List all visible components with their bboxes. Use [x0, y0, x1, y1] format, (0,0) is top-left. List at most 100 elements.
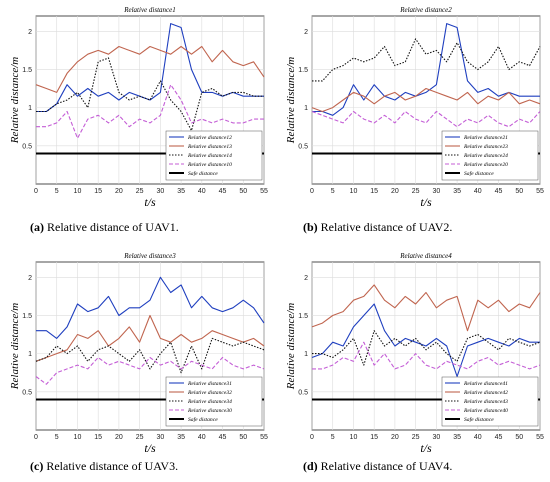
x-axis-label: t/s — [144, 441, 156, 455]
legend-entry: Safe distance — [188, 416, 218, 423]
x-tick-label: 20 — [115, 434, 123, 441]
y-tick-label: 0.5 — [298, 143, 308, 150]
x-tick-label: 10 — [74, 188, 82, 195]
x-tick-label: 5 — [55, 434, 59, 441]
x-tick-label: 45 — [495, 434, 503, 441]
x-tick-label: 35 — [177, 188, 185, 195]
x-tick-label: 45 — [495, 188, 503, 195]
x-tick-label: 15 — [94, 188, 102, 195]
chart-panel-1: 0 5 10 15 20 25 30 35 40 45 50 55 0.5 1 1.5 2 Relative d… — [9, 6, 268, 234]
series-line-2 — [311, 284, 541, 332]
x-tick-label: 20 — [391, 434, 399, 441]
legend-entry: Relative distance23 — [463, 144, 508, 150]
x-tick-label: 0 — [34, 434, 38, 441]
x-tick-label: 40 — [198, 434, 206, 441]
x-tick-label: 15 — [94, 434, 102, 441]
chart-title: Relative distance4 — [399, 252, 452, 260]
chart-title: Relative distance3 — [123, 252, 176, 260]
series-line-2 — [35, 45, 265, 93]
caption-letter: (d) — [303, 459, 318, 473]
legend-entry: Relative distance32 — [187, 390, 232, 396]
x-tick-label: 5 — [331, 434, 335, 441]
panel-caption: (b) Relative distance of UAV2. — [303, 220, 452, 234]
y-tick-label: 0.5 — [22, 143, 32, 150]
x-tick-label: 50 — [515, 434, 523, 441]
x-tick-label: 15 — [370, 434, 378, 441]
x-tick-label: 55 — [536, 434, 544, 441]
series-line-1 — [311, 303, 540, 378]
legend-entry: Relative distance14 — [187, 153, 232, 159]
x-tick-label: 5 — [55, 188, 59, 195]
x-tick-label: 55 — [536, 188, 544, 195]
x-tick-label: 0 — [34, 188, 38, 195]
x-tick-label: 20 — [115, 188, 123, 195]
legend-entry: Relative distance42 — [463, 390, 508, 396]
series-line-1 — [36, 276, 265, 339]
legend-entry: Relative distance41 — [463, 381, 508, 387]
legend-entry: Relative distance31 — [187, 381, 232, 387]
legend-entry: Relative distance10 — [187, 162, 232, 168]
x-tick-label: 35 — [453, 434, 461, 441]
caption-text: Relative distance of UAV1. — [44, 220, 179, 234]
y-tick-label: 2 — [28, 275, 32, 282]
x-tick-label: 40 — [474, 188, 482, 195]
series-line-1 — [312, 23, 540, 116]
x-tick-label: 50 — [239, 434, 247, 441]
y-tick-label: 1.5 — [298, 313, 308, 320]
y-tick-label: 0.5 — [22, 389, 32, 396]
panel-caption: (c) Relative distance of UAV3. — [30, 459, 178, 473]
x-tick-label: 55 — [260, 188, 268, 195]
series-line-2 — [35, 314, 265, 362]
chart-panel-3: 0 5 10 15 20 25 30 35 40 45 50 55 0.5 1 1.5 2 Relative d… — [9, 252, 268, 473]
x-tick-label: 45 — [219, 188, 227, 195]
series-line-4 — [312, 341, 541, 370]
x-tick-label: 20 — [391, 188, 399, 195]
chart-title: Relative distance2 — [399, 6, 452, 14]
legend-entry: Relative distance12 — [187, 135, 232, 141]
legend-entry: Relative distance40 — [463, 408, 508, 414]
caption-text: Relative distance of UAV4. — [318, 459, 453, 473]
legend-entry: Safe distance — [188, 170, 218, 177]
x-tick-label: 40 — [474, 434, 482, 441]
x-tick-label: 35 — [177, 434, 185, 441]
x-axis-label: t/s — [144, 195, 156, 209]
y-axis-label: Relative distance/m — [285, 57, 297, 144]
caption-text: Relative distance of UAV3. — [43, 459, 178, 473]
x-tick-label: 40 — [198, 188, 206, 195]
series-line-2 — [311, 87, 541, 113]
y-tick-label: 2 — [304, 29, 308, 36]
y-tick-label: 1.5 — [298, 67, 308, 74]
x-tick-label: 50 — [515, 188, 523, 195]
legend-entry: Relative distance30 — [187, 408, 232, 414]
legend-entry: Safe distance — [464, 416, 494, 423]
x-tick-label: 15 — [370, 188, 378, 195]
series-line-3 — [312, 330, 541, 366]
x-tick-label: 25 — [412, 434, 420, 441]
caption-letter: (b) — [303, 220, 318, 234]
x-tick-label: 25 — [136, 188, 144, 195]
y-tick-label: 1.5 — [22, 313, 32, 320]
y-tick-label: 2 — [304, 275, 308, 282]
series-line-4 — [311, 110, 541, 128]
y-axis-label: Relative distance/m — [9, 57, 21, 144]
x-tick-label: 0 — [310, 434, 314, 441]
series-line-3 — [35, 337, 265, 374]
x-tick-label: 10 — [350, 434, 358, 441]
series-line-3 — [312, 38, 541, 82]
y-tick-label: 2 — [28, 29, 32, 36]
x-axis-label: t/s — [420, 195, 432, 209]
caption-text: Relative distance of UAV2. — [318, 220, 453, 234]
y-tick-label: 1 — [304, 351, 308, 358]
x-tick-label: 35 — [453, 188, 461, 195]
legend-entry: Relative distance24 — [463, 153, 508, 159]
series-line-4 — [35, 356, 265, 385]
y-tick-label: 1 — [28, 351, 32, 358]
y-tick-label: 1 — [28, 105, 32, 112]
legend-entry: Relative distance43 — [463, 399, 508, 405]
chart-panel-4: 0 5 10 15 20 25 30 35 40 45 50 55 0.5 1 1.5 2 Relative d… — [285, 252, 544, 473]
y-axis-label: Relative distance/m — [285, 303, 297, 390]
x-axis-label: t/s — [420, 441, 432, 455]
chart-panel-2: 0 5 10 15 20 25 30 35 40 45 50 55 0.5 1 1.5 2 Relative d… — [285, 6, 544, 234]
x-tick-label: 10 — [350, 188, 358, 195]
series-line-4 — [36, 84, 264, 139]
